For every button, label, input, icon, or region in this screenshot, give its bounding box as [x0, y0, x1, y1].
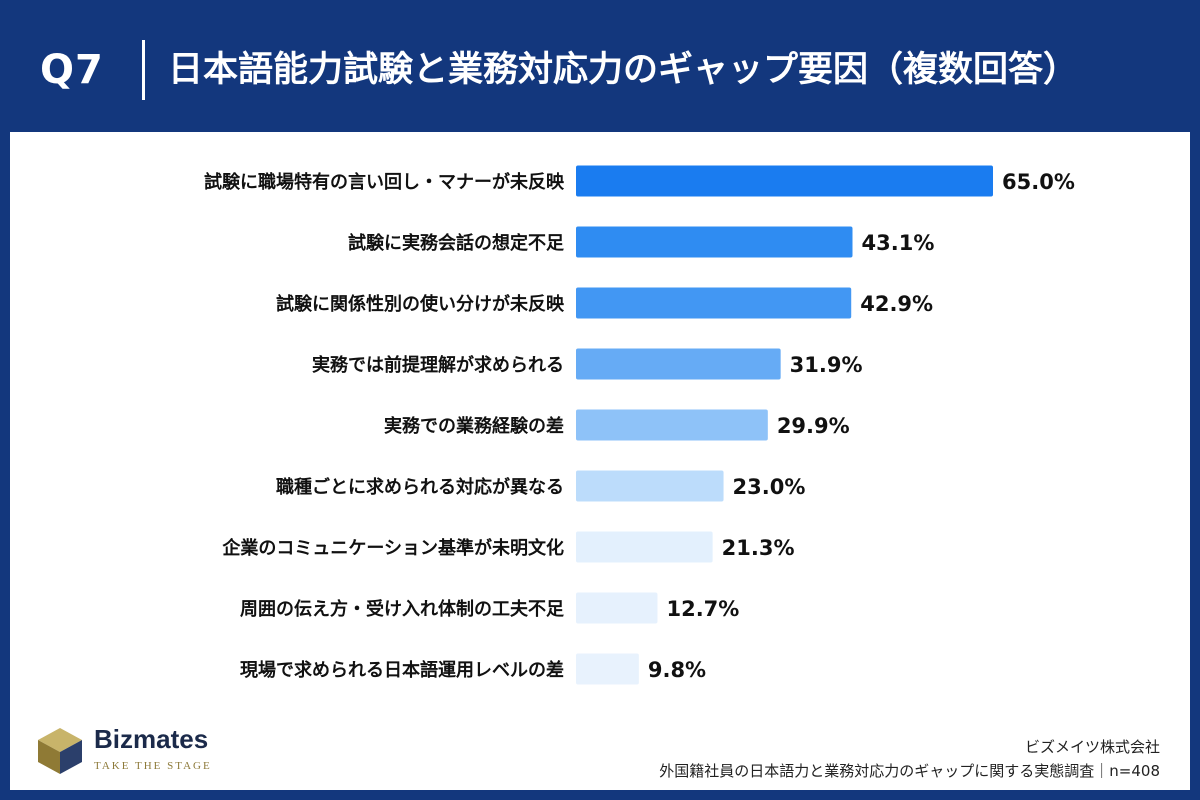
question-number: Q7 — [40, 47, 104, 93]
logo-tagline: TAKE THE STAGE — [94, 760, 212, 772]
bar — [576, 409, 768, 441]
value-label: 29.9% — [777, 414, 850, 438]
bar — [576, 348, 781, 380]
bar — [576, 653, 639, 685]
logo-name: Bizmates — [94, 724, 209, 754]
chart-panel: 試験に職場特有の言い回し・マナーが未反映 65.0% 試験に実務会話の想定不足 43.… — [10, 132, 1190, 790]
bar — [576, 531, 713, 563]
bar — [576, 226, 853, 258]
cube-logo-icon — [38, 728, 82, 774]
value-label: 43.1% — [862, 231, 935, 255]
survey-credit: 外国籍社員の日本語力と業務対応力のギャップに関する実態調査｜n=408 — [659, 762, 1160, 780]
header-divider — [142, 40, 145, 100]
chart-title: 日本語能力試験と業務対応力のギャップ要因（複数回答） — [168, 50, 1079, 90]
bar — [576, 287, 852, 319]
company-credit: ビズメイツ株式会社 — [1024, 738, 1160, 756]
value-label: 31.9% — [790, 353, 863, 377]
value-label: 65.0% — [1002, 170, 1075, 194]
bar — [576, 470, 724, 502]
value-label: 9.8% — [648, 658, 706, 682]
category-label: 試験に関係性別の使い分けが未反映 — [276, 293, 565, 315]
header: Q7 日本語能力試験と業務対応力のギャップ要因（複数回答） — [0, 0, 1200, 132]
value-label: 23.0% — [733, 475, 806, 499]
category-label: 職種ごとに求められる対応が異なる — [276, 476, 564, 498]
category-label: 実務での業務経験の差 — [384, 415, 564, 437]
bizmates-logo: Bizmates TAKE THE STAGE — [32, 720, 232, 780]
value-label: 12.7% — [666, 597, 739, 621]
category-label: 現場で求められる日本語運用レベルの差 — [240, 659, 564, 681]
category-label: 試験に実務会話の想定不足 — [348, 232, 564, 254]
category-label: 周囲の伝え方・受け入れ体制の工夫不足 — [240, 598, 564, 620]
value-label: 42.9% — [860, 292, 933, 316]
bar — [576, 592, 658, 624]
category-label: 試験に職場特有の言い回し・マナーが未反映 — [204, 171, 565, 193]
category-label: 企業のコミュニケーション基準が未明文化 — [221, 537, 564, 559]
bar-chart: 試験に職場特有の言い回し・マナーが未反映 65.0% 試験に実務会話の想定不足 43.… — [204, 165, 1075, 685]
value-label: 21.3% — [722, 536, 795, 560]
bar — [576, 165, 993, 197]
category-label: 実務では前提理解が求められる — [312, 354, 564, 376]
